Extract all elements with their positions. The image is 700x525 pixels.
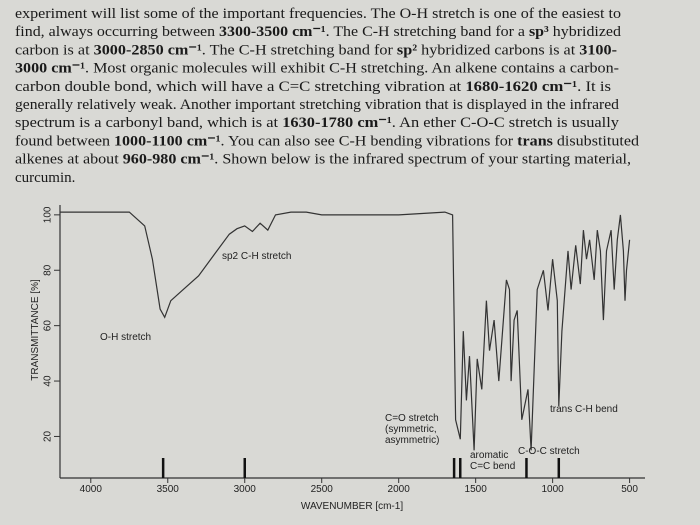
bold-run: 960-980 cm⁻¹ xyxy=(123,152,215,168)
y-axis-label: TRANSMITTANCE [%] xyxy=(30,279,41,381)
x-tick-label: 2000 xyxy=(388,484,411,495)
bold-run: 3300-3500 cm⁻¹ xyxy=(219,24,326,40)
paragraph-line: experiment will list some of the importa… xyxy=(15,6,621,22)
text-run: . Most organic molecules will exhibit C-… xyxy=(85,61,619,77)
x-tick-label: 2500 xyxy=(311,484,334,495)
text-run: . An ether C-O-C stretch is usually xyxy=(392,115,620,131)
bold-run: 3000-2850 cm⁻¹ xyxy=(94,42,202,58)
y-tick-label: 40 xyxy=(43,375,54,387)
annotation: O-H stretch xyxy=(100,332,151,343)
bold-run: sp² xyxy=(397,42,418,58)
text-run: alkenes at about xyxy=(15,152,123,168)
text-run: curcumin. xyxy=(15,170,75,186)
annotation: asymmetric) xyxy=(385,435,439,446)
x-tick-label: 1500 xyxy=(465,484,488,495)
text-run: disubstituted xyxy=(553,133,640,149)
paragraph-line: 3000 cm⁻¹. Most organic molecules will e… xyxy=(15,61,619,77)
bold-run: sp³ xyxy=(529,24,549,40)
paragraph-line: find, always occurring between 3300-3500… xyxy=(15,24,622,40)
bold-run: 3000 cm⁻¹ xyxy=(15,61,85,77)
paragraph-line: alkenes at about 960-980 cm⁻¹. Shown bel… xyxy=(15,152,631,168)
annotation: C-O-C stretch xyxy=(518,446,580,457)
text-run: hybridized xyxy=(549,24,622,40)
spectrum-line xyxy=(60,211,631,451)
y-tick-label: 20 xyxy=(43,430,54,442)
bold-run: 1630-1780 cm⁻¹ xyxy=(282,115,392,131)
annotation: aromatic xyxy=(470,450,508,461)
text-run: carbon double bond, which will have a C=… xyxy=(15,79,465,95)
y-tick-label: 80 xyxy=(43,264,54,276)
x-axis-label: WAVENUMBER [cm-1] xyxy=(301,501,403,512)
y-tick-label: 100 xyxy=(43,206,54,223)
text-run: . Shown below is the infrared spectrum o… xyxy=(214,152,631,168)
text-run: experiment will list some of the importa… xyxy=(15,6,621,22)
paragraph-line: carbon double bond, which will have a C=… xyxy=(15,79,611,95)
paragraph-line: spectrum is a carbonyl band, which is at… xyxy=(15,115,620,131)
text-run: hybridized carbons is at xyxy=(417,42,579,58)
annotation: trans C-H bend xyxy=(550,404,618,415)
text-run: carbon is at xyxy=(15,42,94,58)
bold-run: 1000-1100 cm⁻¹ xyxy=(114,133,221,149)
text-run: . It is xyxy=(577,79,611,95)
annotation: C=O stretch xyxy=(385,413,439,424)
text-run: . You can also see C-H bending vibration… xyxy=(221,133,518,149)
text-run: generally relatively weak. Another impor… xyxy=(15,97,620,113)
text-run: spectrum is a carbonyl band, which is at xyxy=(15,115,282,131)
y-tick-label: 60 xyxy=(43,320,54,332)
x-tick-label: 3500 xyxy=(157,484,180,495)
paragraph-line: found between 1000-1100 cm⁻¹. You can al… xyxy=(15,133,640,149)
paragraph-line: curcumin. xyxy=(15,170,75,186)
text-run: found between xyxy=(15,133,114,149)
text-run: . The C-H stretching band for a xyxy=(326,24,529,40)
x-tick-label: 500 xyxy=(621,484,638,495)
x-tick-label: 4000 xyxy=(80,484,103,495)
x-tick-label: 1000 xyxy=(542,484,565,495)
bold-run: 3100- xyxy=(579,42,617,58)
paragraph-line: carbon is at 3000-2850 cm⁻¹. The C-H str… xyxy=(15,42,617,58)
bold-run: trans xyxy=(517,133,553,149)
x-tick-label: 3000 xyxy=(234,484,257,495)
text-run: find, always occurring between xyxy=(15,24,219,40)
annotation: sp2 C-H stretch xyxy=(222,251,291,262)
annotation: (symmetric, xyxy=(385,424,437,435)
annotation: C=C bend xyxy=(470,461,515,472)
bold-run: 1680-1620 cm⁻¹ xyxy=(465,79,577,95)
text-run: . The C-H stretching band for xyxy=(202,42,397,58)
paragraph-line: generally relatively weak. Another impor… xyxy=(15,97,620,113)
